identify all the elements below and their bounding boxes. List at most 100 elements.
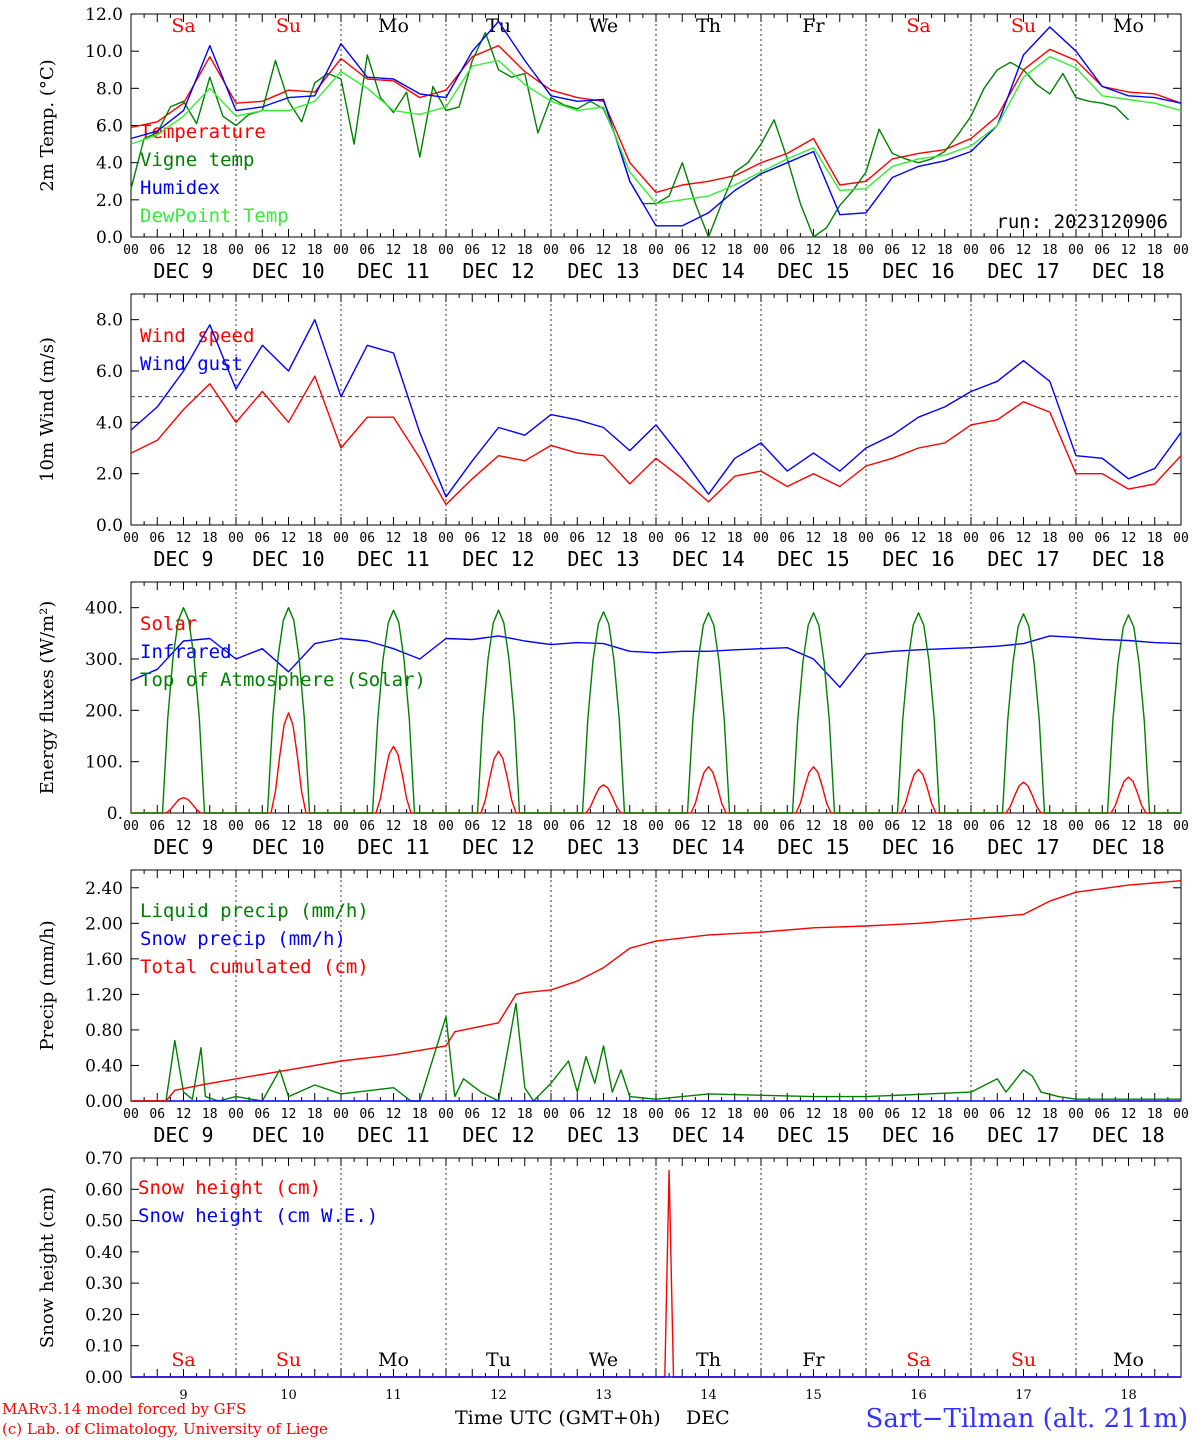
hour-tick-label: 00 (228, 243, 244, 258)
legend-entry: Wind speed (140, 325, 254, 347)
y-axis-title: Energy fluxes (W/m²) (37, 601, 58, 795)
y-tick-label: 2.0 (96, 465, 123, 485)
hour-tick-label: 06 (569, 531, 585, 546)
hour-tick-label: 18 (832, 531, 848, 546)
hour-tick-label: 06 (359, 531, 375, 546)
hour-tick-label: 18 (622, 1107, 638, 1122)
charts-layer: 0.0 2.0 4.0 6.0 8.0 10.0 12.0 2m Temp. (°C) 00 06… (37, 5, 1189, 1403)
hour-tick-label: 18 (727, 531, 743, 546)
hour-tick-label: 00 (963, 243, 979, 258)
hour-tick-label: 12 (176, 243, 192, 258)
date-label: DEC 16 (882, 259, 954, 283)
hour-tick-label: 06 (149, 1107, 165, 1122)
date-label: DEC 10 (252, 1123, 324, 1147)
hour-tick-label: 06 (464, 1107, 480, 1122)
date-number: 10 (280, 1388, 297, 1403)
date-label: DEC 13 (567, 835, 639, 859)
weekday-label: Th (696, 15, 721, 37)
hour-tick-label: 12 (281, 243, 297, 258)
y-tick-label: 0.00 (85, 1368, 123, 1388)
weekday-label: Sa (906, 1349, 930, 1371)
date-number: 15 (805, 1388, 822, 1403)
hour-tick-label: 18 (412, 1107, 428, 1122)
hour-tick-label: 00 (123, 1107, 139, 1122)
date-label: DEC 18 (1092, 259, 1164, 283)
hour-tick-label: 00 (753, 1107, 769, 1122)
hour-tick-label: 06 (1094, 531, 1110, 546)
hour-tick-label: 18 (307, 531, 323, 546)
date-label: DEC 18 (1092, 835, 1164, 859)
hour-tick-label: 00 (858, 531, 874, 546)
hour-tick-label: 18 (832, 819, 848, 834)
weekday-label: Fr (802, 1349, 825, 1371)
hour-tick-label: 18 (517, 243, 533, 258)
hour-tick-label: 18 (307, 819, 323, 834)
legend-entry: Vigne temp (140, 149, 254, 171)
date-number: 9 (179, 1388, 187, 1403)
hour-tick-label: 18 (1042, 531, 1058, 546)
hour-tick-label: 00 (1173, 243, 1189, 258)
hour-tick-label: 18 (202, 243, 218, 258)
y-tick-label: 0.30 (85, 1274, 123, 1294)
panel-1: 0.0 2.0 4.0 6.0 8.0 10.0 12.0 2m Temp. (°C) 00 06… (37, 5, 1189, 283)
hour-tick-label: 12 (491, 243, 507, 258)
hour-tick-label: 18 (412, 243, 428, 258)
hour-tick-label: 12 (911, 1107, 927, 1122)
hour-tick-label: 06 (779, 1107, 795, 1122)
weekday-label: Sa (906, 15, 930, 37)
date-number: 14 (700, 1388, 717, 1403)
y-tick-label: 4.0 (96, 413, 123, 433)
hour-tick-label: 12 (1016, 1107, 1032, 1122)
hour-tick-label: 18 (1042, 243, 1058, 258)
legend-entry: Liquid precip (mm/h) (140, 900, 369, 922)
hour-tick-label: 18 (202, 1107, 218, 1122)
hour-tick-label: 12 (281, 531, 297, 546)
hour-tick-label: 00 (123, 531, 139, 546)
hour-tick-label: 00 (1068, 243, 1084, 258)
weekday-label: Mo (1113, 1349, 1144, 1371)
weekday-label: Su (1011, 15, 1036, 37)
legend-entry: Temperature (140, 121, 266, 143)
hour-tick-label: 06 (149, 531, 165, 546)
y-tick-label: 0.80 (85, 1021, 123, 1041)
hour-tick-label: 12 (911, 819, 927, 834)
hour-tick-label: 12 (701, 531, 717, 546)
hour-tick-label: 06 (674, 819, 690, 834)
hour-tick-label: 12 (701, 1107, 717, 1122)
hour-tick-label: 06 (989, 819, 1005, 834)
hour-tick-label: 12 (596, 531, 612, 546)
hour-tick-label: 00 (333, 531, 349, 546)
hour-tick-label: 12 (596, 1107, 612, 1122)
date-label: DEC 11 (357, 259, 429, 283)
hour-tick-label: 00 (753, 531, 769, 546)
hour-tick-label: 12 (386, 1107, 402, 1122)
hour-tick-label: 12 (1016, 243, 1032, 258)
hour-tick-label: 12 (491, 531, 507, 546)
hour-tick-label: 00 (1068, 819, 1084, 834)
hour-tick-label: 06 (989, 531, 1005, 546)
hour-tick-label: 12 (386, 531, 402, 546)
date-label: DEC 12 (462, 835, 534, 859)
hour-tick-label: 12 (491, 1107, 507, 1122)
date-label: DEC 15 (777, 1123, 849, 1147)
hour-tick-label: 18 (622, 531, 638, 546)
y-tick-label: 1.20 (85, 985, 123, 1005)
hour-tick-label: 00 (648, 243, 664, 258)
hour-tick-label: 00 (123, 819, 139, 834)
hour-tick-label: 18 (412, 531, 428, 546)
hour-tick-label: 06 (674, 1107, 690, 1122)
weekday-label: Mo (378, 1349, 409, 1371)
hour-tick-label: 18 (622, 819, 638, 834)
date-label: DEC 14 (672, 1123, 744, 1147)
y-tick-label: 2.00 (85, 914, 123, 934)
hour-tick-label: 00 (438, 1107, 454, 1122)
y-tick-label: 4.0 (96, 154, 123, 174)
date-label: DEC 14 (672, 259, 744, 283)
xaxis-label: Time UTC (GMT+0h) (455, 1407, 661, 1429)
hour-tick-label: 06 (779, 819, 795, 834)
y-tick-label: 0.40 (85, 1243, 123, 1263)
date-label: DEC 11 (357, 1123, 429, 1147)
hour-tick-label: 18 (1147, 819, 1163, 834)
panel-3: 0. 100. 200. 300. 400. Energy fluxes (W/m²) 00… (37, 581, 1189, 859)
date-number: 12 (490, 1388, 507, 1403)
